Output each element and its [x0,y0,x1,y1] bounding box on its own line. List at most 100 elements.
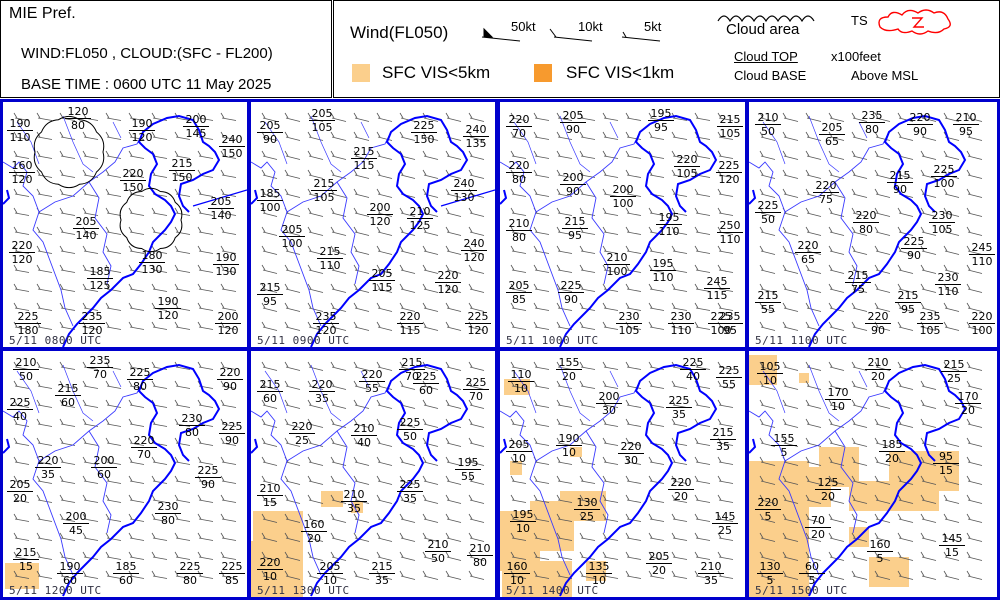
wind-barb [533,188,550,197]
wind-barb [966,494,983,504]
wind-barb [284,283,301,293]
cloud-station-label: 210 40 [351,423,377,448]
cloud-station-label: 220 90 [217,367,243,392]
wind-barb [602,226,619,235]
cloud-top-value: 210 [865,357,891,370]
cloud-base-value: 50 [761,125,775,138]
wind-barb [874,456,891,466]
cloud-base-value: 20 [821,490,835,503]
wind-barb [602,437,619,446]
wind-barb [694,456,711,465]
cloud-base-value: 80 [183,574,197,587]
cloud-top-value: 220 [755,497,781,510]
cloud-station-label: 225 70 [463,377,489,402]
cloud-top-value: 235 [717,311,743,324]
cloud-top-value: 185 [257,188,283,201]
wind-barb [330,361,347,371]
wind-barb [782,418,799,428]
wind-barb [782,188,799,198]
wind-barb [151,264,168,273]
panel-time-label: 5/11 0800 UTC [9,334,102,347]
wind-barb [128,475,145,484]
wind-barb [897,494,914,504]
cloud-base-value: 130 [215,265,237,278]
cloud-station-label: 225 90 [558,280,584,305]
wind-barb [36,226,53,235]
wind-barb [556,226,573,235]
cloud-top-value: 130 [574,497,600,510]
cloud-base-value: 80 [185,426,199,439]
cloud-base-value: 95 [723,324,737,337]
wind-barb [151,494,168,503]
wind-barb [307,302,324,312]
wind-barb [220,437,237,446]
cloud-top-value: 205 [309,108,335,121]
wind-barb [897,283,914,293]
wind-barb [399,169,416,179]
wind-barb [376,245,393,255]
wind-barb [851,456,868,466]
panel-map [3,361,237,597]
cloud-top-value: 185 [879,439,905,452]
cloud-top-value: 215 [13,547,39,560]
wind-barb [261,418,278,428]
wind-barb [694,551,711,560]
cloud-base-value: 25 [580,510,594,523]
wind-barb [805,380,822,390]
wind-barb [966,207,983,217]
cloud-top-value: 185 [87,266,113,279]
wind-barb [445,207,462,217]
wind-barb [468,532,485,542]
wind-barb [376,321,393,331]
cloud-base-value: 80 [512,231,526,244]
wind-barb [717,245,734,254]
cloud-top-value: 200 [560,172,586,185]
wind-barb [625,321,642,330]
wind-barb [533,437,550,446]
wind-barb [805,494,822,504]
cloud-station-label: 205 100 [279,224,305,249]
wind-barb [874,207,891,217]
wind-barb [36,283,53,292]
wind-barb [782,321,799,331]
wind-barb [920,513,937,523]
wind-barb [151,380,168,389]
wind-barb [82,513,99,522]
cloud-base-value: 100 [710,324,732,337]
wind-barb-field [759,112,983,331]
cloud-base-value: 60 [419,384,433,397]
forecast-panel-1100: 210 50 205 65 235 80 220 90 210 95 215 90 225 100 220 7… [749,102,997,347]
wind-barb [445,226,462,236]
coastline [500,114,718,347]
wind-barb [220,399,237,408]
wind-barb [648,570,665,579]
cloud-base-value: 15 [19,560,33,573]
wind-barb [220,302,237,311]
wind-barb [36,131,53,140]
wind-barb [330,264,347,274]
wind-barb [782,361,799,371]
cloud-station-label: 215 115 [351,146,377,171]
wind-barb [353,131,370,141]
cloud-top-value: 190 [556,433,582,446]
wind-barb [759,188,776,198]
wind-barb [805,418,822,428]
wind-barb [307,226,324,236]
cloud-base-value: 25 [295,434,309,447]
wind-barb [920,283,937,293]
cloud-station-label: 210 80 [506,218,532,243]
wind-barb [330,150,347,160]
cloud-station-label: 125 20 [815,477,841,502]
wind-barb [717,361,734,370]
cloud-top-value: 200 [91,455,117,468]
wind-barb [330,169,347,179]
cloud-base-value: 130 [141,263,163,276]
wind-barb [13,283,30,292]
cloud-base-value: 120 [217,324,239,337]
wind-barb [943,226,960,236]
wind-barb [556,245,573,254]
cloud-base-value: 10 [514,382,528,395]
cloud-station-label: 220 120 [9,240,35,265]
wind-barb [828,245,845,255]
wind-barb [625,188,642,197]
